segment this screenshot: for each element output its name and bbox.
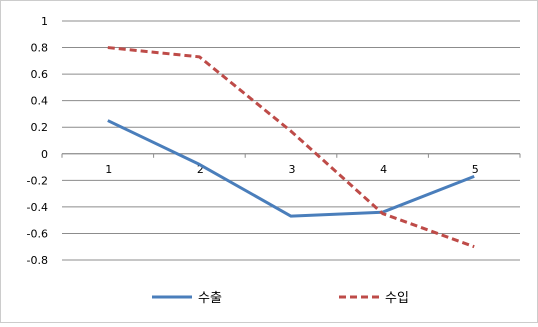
y-tick-label: 0.6 <box>31 68 49 81</box>
series-lines <box>107 46 475 249</box>
y-tick-label: -0.8 <box>27 254 48 267</box>
x-axis <box>61 153 521 158</box>
y-tick-label: -0.6 <box>27 227 48 240</box>
series-line-1 <box>107 119 475 218</box>
y-tick-label: -0.2 <box>27 174 48 187</box>
series-line-2 <box>107 46 475 249</box>
y-tick-label: 0.8 <box>31 42 49 55</box>
y-tick-label: 0 <box>41 148 48 161</box>
legend-label: 수출 <box>198 291 222 306</box>
x-tick-label: 3 <box>289 163 296 176</box>
legend-label: 수입 <box>385 291 409 306</box>
y-axis-ticks: 1 0.8 0.6 0.4 0.2 0 -0.2 -0.4 -0.6 -0.8 <box>27 15 48 267</box>
x-axis-ticks: 1 2 3 4 5 <box>105 163 478 176</box>
legend: 수출 수입 <box>152 291 409 306</box>
y-tick-label: -0.4 <box>27 201 48 214</box>
y-tick-label: 0.4 <box>31 95 49 108</box>
x-tick-label: 1 <box>105 163 112 176</box>
x-tick-label: 5 <box>472 163 479 176</box>
y-tick-label: 1 <box>41 15 48 28</box>
x-tick-label: 2 <box>197 163 204 176</box>
x-tick-label: 4 <box>380 163 387 176</box>
y-tick-label: 0.2 <box>31 121 49 134</box>
